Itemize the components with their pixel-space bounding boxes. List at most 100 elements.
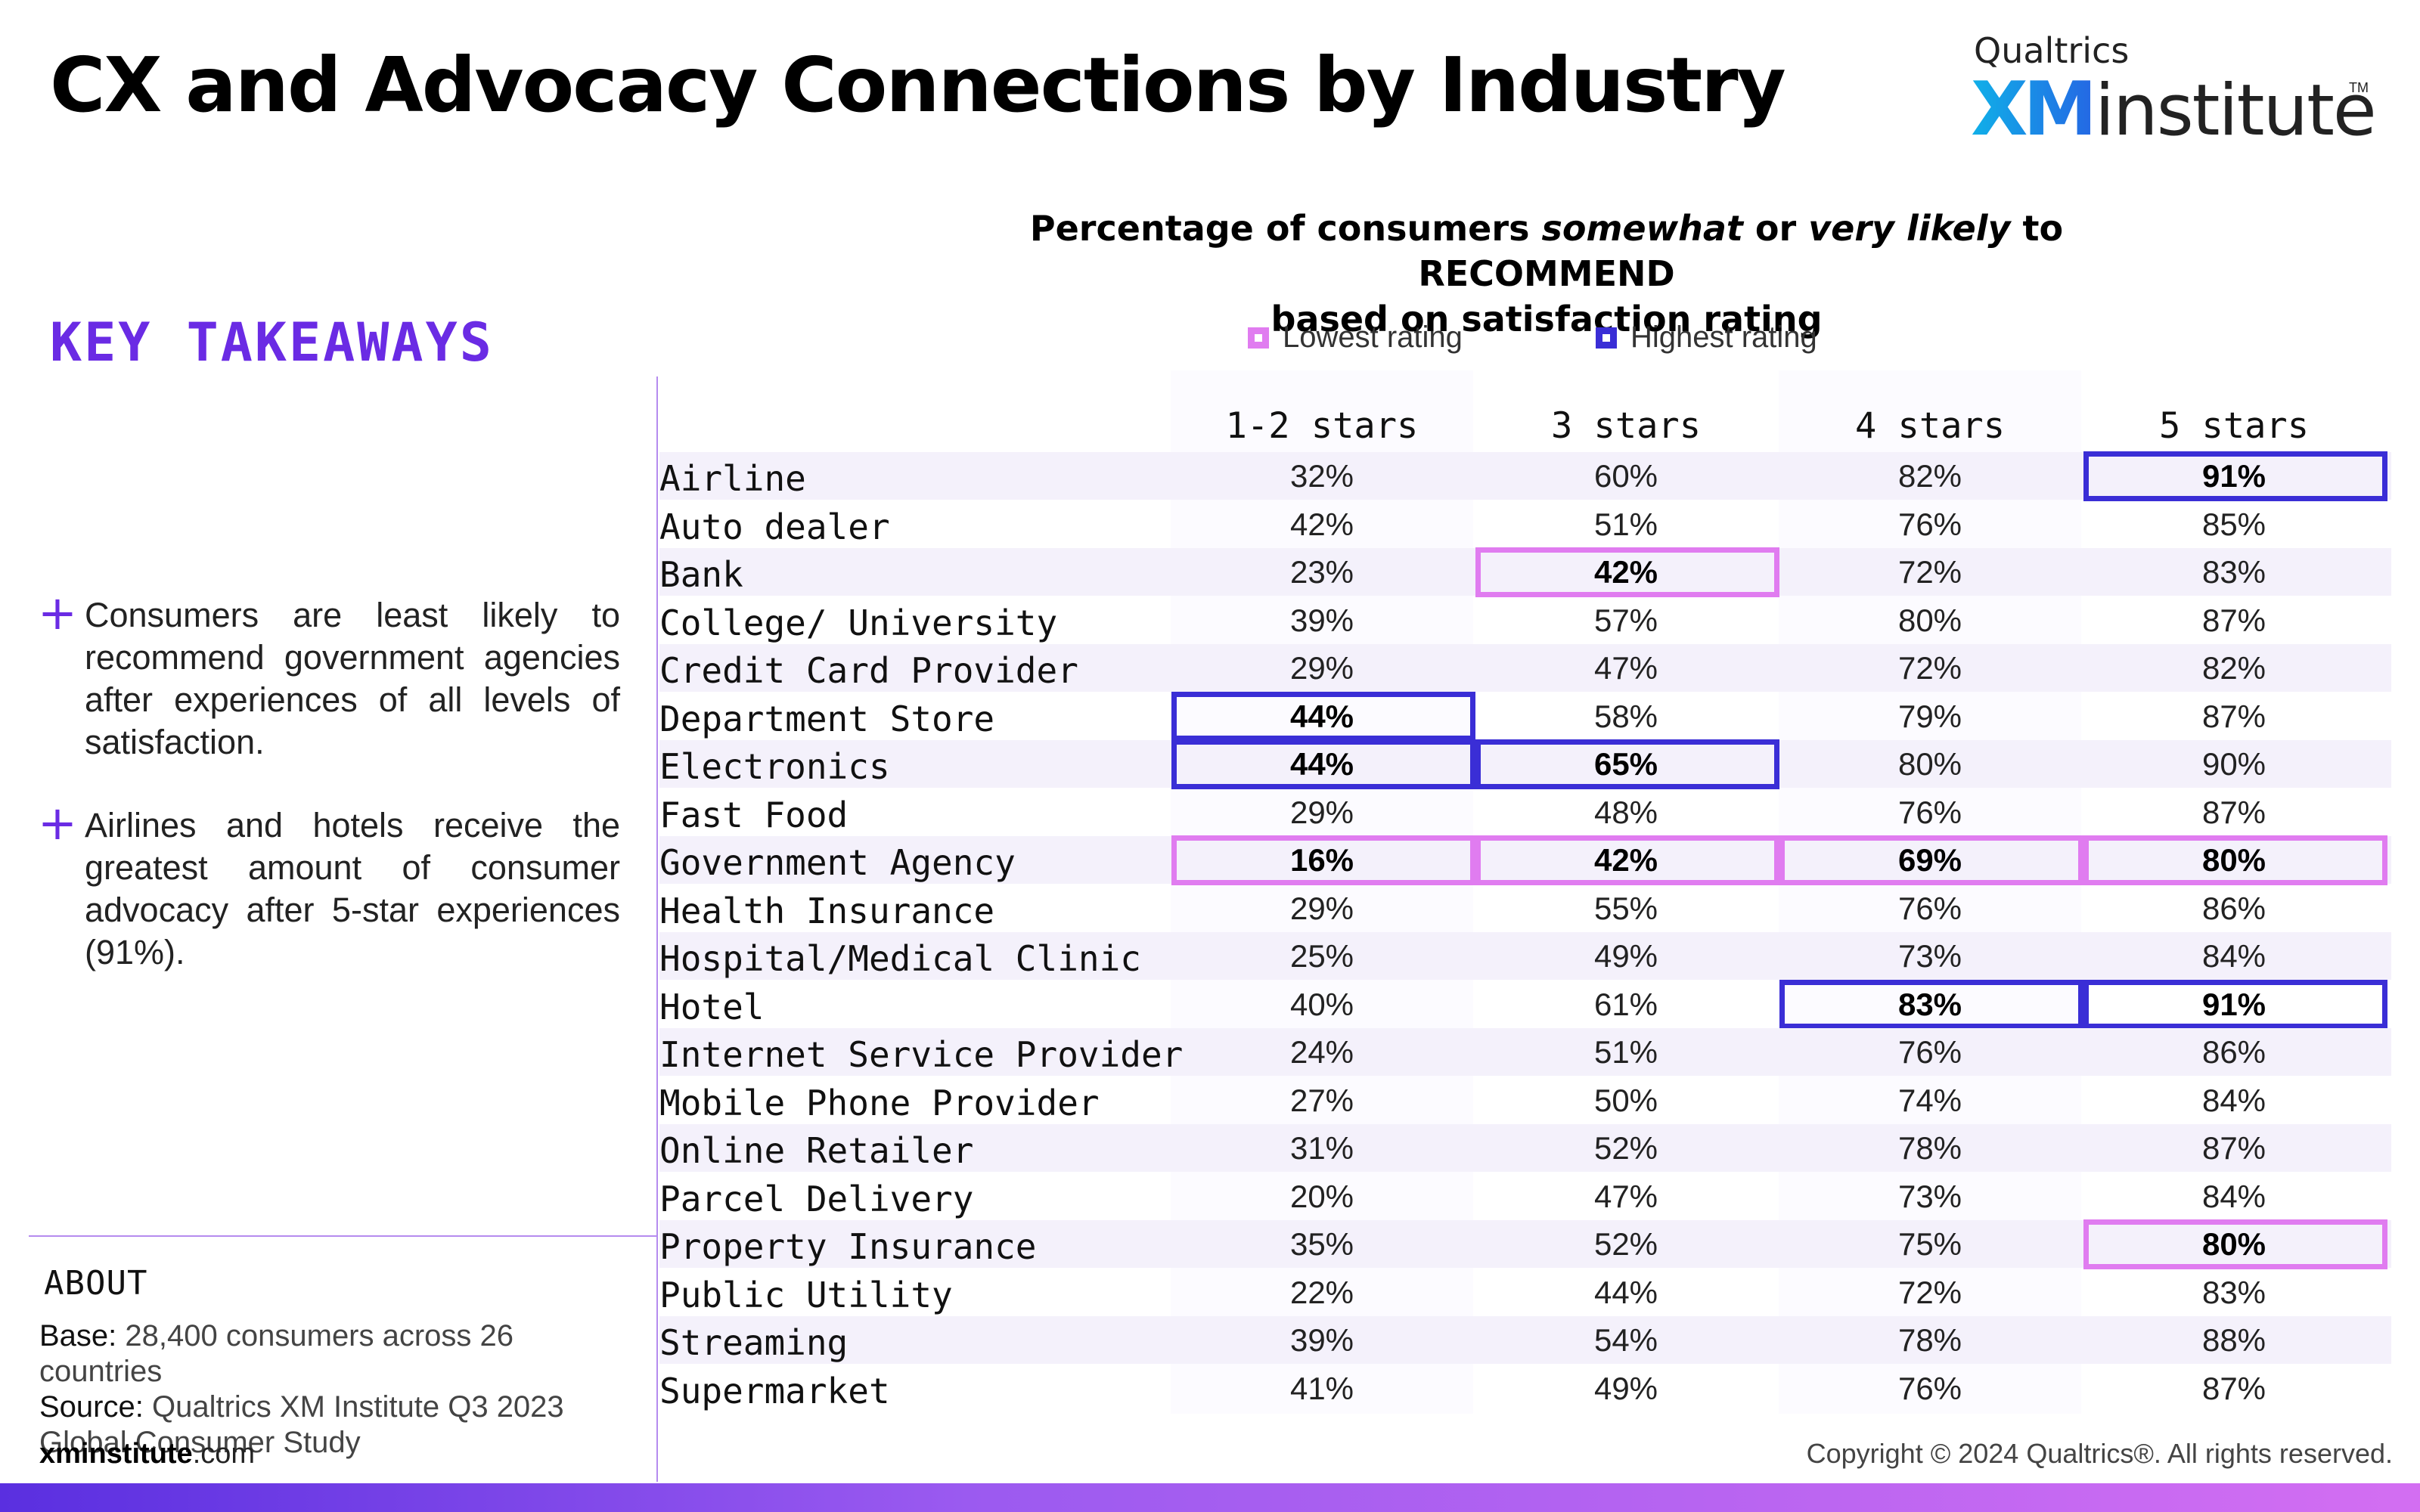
table-cell: 76% xyxy=(1897,1034,1962,1070)
takeaway-text: Consumers are least likely to recommend … xyxy=(85,596,620,761)
table-cell: 87% xyxy=(2201,602,2266,638)
column-header: 3 stars xyxy=(1550,405,1702,447)
table-cell: 91% xyxy=(2201,458,2266,494)
row-label: Health Insurance xyxy=(659,890,995,931)
column-header: 4 stars xyxy=(1854,405,2006,447)
row-label: Supermarket xyxy=(659,1370,890,1411)
table-cell: 76% xyxy=(1897,506,1962,542)
table-cell: 44% xyxy=(1289,698,1354,734)
table-cell: 87% xyxy=(2201,1370,2266,1406)
data-table: 1-2 stars 3 stars 4 stars 5 stars Airline 32%… xyxy=(659,0,2391,1512)
table-cell: 76% xyxy=(1897,794,1962,830)
legend-label: Highest rating xyxy=(1630,321,1817,354)
table-cell: 83% xyxy=(1897,986,1962,1022)
table-cell: 22% xyxy=(1289,1274,1354,1310)
column-header: 1-2 stars xyxy=(1225,405,1419,447)
table-cell: 51% xyxy=(1593,1034,1658,1070)
table-cell: 54% xyxy=(1593,1322,1658,1358)
table-cell: 86% xyxy=(2201,1034,2266,1070)
table-cell: 69% xyxy=(1897,842,1962,878)
row-label: Hospital/Medical Clinic xyxy=(659,938,1141,979)
table-cell: 82% xyxy=(2201,650,2266,686)
table-cell: 76% xyxy=(1897,1370,1962,1406)
table-row-band xyxy=(659,452,2391,500)
chart-title-part: Percentage of consumers xyxy=(1029,208,1542,249)
table-cell: 84% xyxy=(2201,1082,2266,1118)
base-label: Base: xyxy=(39,1319,117,1352)
legend-item-lowest: Lowest rating xyxy=(1248,321,1463,355)
logo-trademark: TM xyxy=(2349,80,2369,95)
website-suffix: .com xyxy=(192,1438,256,1470)
table-cell: 40% xyxy=(1289,986,1354,1022)
row-label: Department Store xyxy=(659,698,995,739)
table-cell: 90% xyxy=(2201,746,2266,782)
table-cell: 76% xyxy=(1897,890,1962,926)
row-label: Parcel Delivery xyxy=(659,1178,974,1219)
chart-title-line2: based on satisfaction rating xyxy=(1270,299,1823,339)
table-row-band xyxy=(659,1124,2391,1172)
table-cell: 72% xyxy=(1897,650,1962,686)
legend-swatch-highest xyxy=(1596,327,1617,349)
key-takeaways-title: KEY TAKEAWAYS xyxy=(50,311,494,373)
table-cell: 39% xyxy=(1289,1322,1354,1358)
table-cell: 42% xyxy=(1593,554,1658,590)
table-row-band xyxy=(659,644,2391,692)
base-text: 28,400 consumers across 26 countries xyxy=(39,1319,514,1388)
website-link[interactable]: xminstitute.com xyxy=(39,1438,255,1470)
takeaway-item: + Airlines and hotels receive the greate… xyxy=(38,795,620,974)
table-row-band xyxy=(659,1028,2391,1076)
table-cell: 78% xyxy=(1897,1130,1962,1166)
table-cell: 57% xyxy=(1593,602,1658,638)
website-bold: xminstitute xyxy=(39,1438,193,1470)
row-label: Property Insurance xyxy=(659,1226,1037,1267)
table-cell: 29% xyxy=(1289,890,1354,926)
table-cell: 58% xyxy=(1593,698,1658,734)
table-cell: 80% xyxy=(2201,842,2266,878)
table-cell: 48% xyxy=(1593,794,1658,830)
source-text: Qualtrics XM Institute Q3 2023 Global Co… xyxy=(39,1390,564,1459)
row-label: Fast Food xyxy=(659,794,849,835)
table-cell: 75% xyxy=(1897,1226,1962,1262)
table-cell: 49% xyxy=(1593,938,1658,974)
table-cell: 87% xyxy=(2201,698,2266,734)
table-cell: 23% xyxy=(1289,554,1354,590)
table-cell: 44% xyxy=(1593,1274,1658,1310)
copyright-text: Copyright © 2024 Qualtrics®. All rights … xyxy=(1806,1438,2393,1469)
table-cell: 80% xyxy=(1897,746,1962,782)
table-cell: 29% xyxy=(1289,650,1354,686)
table-cell: 42% xyxy=(1289,506,1354,542)
table-cell: 86% xyxy=(2201,890,2266,926)
chart-title-part: or xyxy=(1742,208,1809,249)
row-label: Public Utility xyxy=(659,1274,953,1315)
table-cell: 80% xyxy=(2201,1226,2266,1262)
table-cell: 50% xyxy=(1593,1082,1658,1118)
plus-icon: + xyxy=(38,585,77,640)
table-cell: 31% xyxy=(1289,1130,1354,1166)
legend-label: Lowest rating xyxy=(1283,321,1463,354)
table-cell: 74% xyxy=(1897,1082,1962,1118)
table-cell: 80% xyxy=(1897,602,1962,638)
row-label: Government Agency xyxy=(659,842,1016,883)
table-cell: 35% xyxy=(1289,1226,1354,1262)
table-cell: 39% xyxy=(1289,602,1354,638)
table-cell: 49% xyxy=(1593,1370,1658,1406)
table-row-band xyxy=(659,1220,2391,1268)
table-cell: 20% xyxy=(1289,1178,1354,1214)
row-label: Auto dealer xyxy=(659,506,890,547)
page-title: CX and Advocacy Connections by Industry xyxy=(50,41,1786,129)
table-cell: 25% xyxy=(1289,938,1354,974)
table-cell: 27% xyxy=(1289,1082,1354,1118)
table-cell: 65% xyxy=(1593,746,1658,782)
chart-title: Percentage of consumers somewhat or very… xyxy=(900,206,2193,342)
logo-institute-text: institute xyxy=(2095,70,2377,152)
row-label: Electronics xyxy=(659,746,890,787)
table-cell: 52% xyxy=(1593,1130,1658,1166)
vertical-divider xyxy=(656,376,658,1482)
horizontal-divider xyxy=(29,1235,656,1237)
table-cell: 83% xyxy=(2201,554,2266,590)
row-label: Bank xyxy=(659,554,743,595)
about-body: Base: 28,400 consumers across 26 countri… xyxy=(39,1318,644,1461)
table-cell: 16% xyxy=(1289,842,1354,878)
table-cell: 82% xyxy=(1897,458,1962,494)
row-label: Airline xyxy=(659,458,806,499)
